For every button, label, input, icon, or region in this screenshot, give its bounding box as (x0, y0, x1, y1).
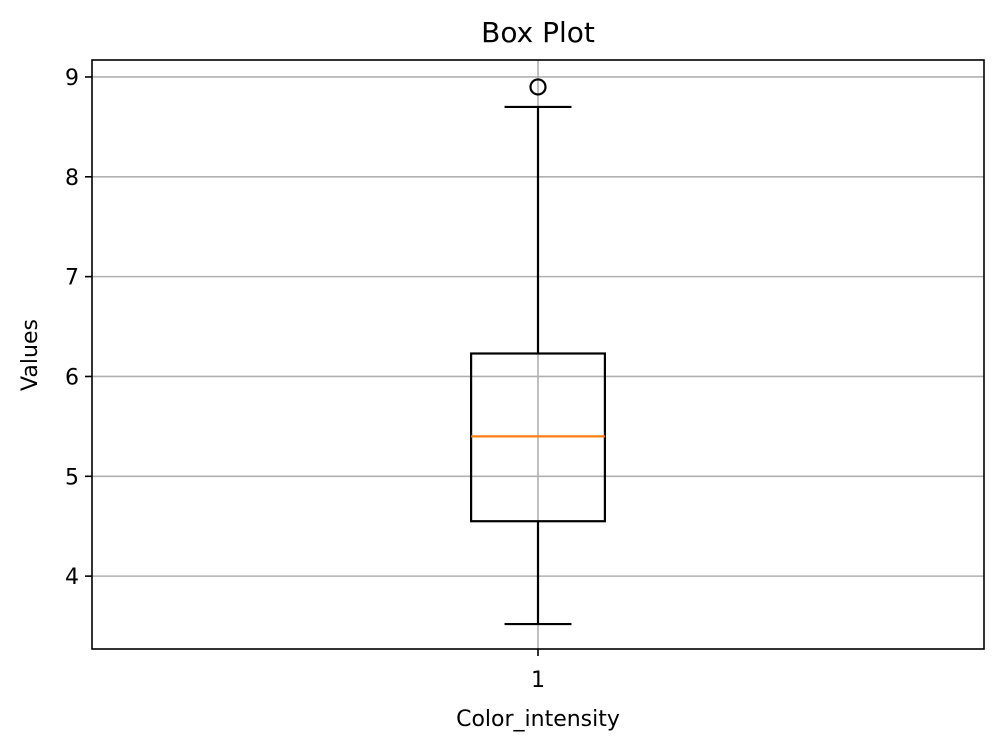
chart-title: Box Plot (481, 16, 595, 49)
y-tick-label: 7 (65, 266, 79, 291)
y-tick-label: 6 (65, 365, 79, 390)
y-tick-label: 4 (65, 565, 79, 590)
outlier-point (529, 78, 547, 96)
axis-ticks: 4 5 6 7 8 9 1 (65, 66, 545, 693)
y-tick-label: 8 (65, 166, 79, 191)
y-tick-label: 9 (65, 66, 79, 91)
y-axis-label: Values (18, 319, 43, 391)
x-axis-label: Color_intensity (456, 707, 620, 732)
y-tick-label: 5 (65, 465, 79, 490)
box-elements (470, 78, 607, 626)
x-tick-label: 1 (531, 668, 545, 693)
plot-frame (91, 59, 985, 650)
